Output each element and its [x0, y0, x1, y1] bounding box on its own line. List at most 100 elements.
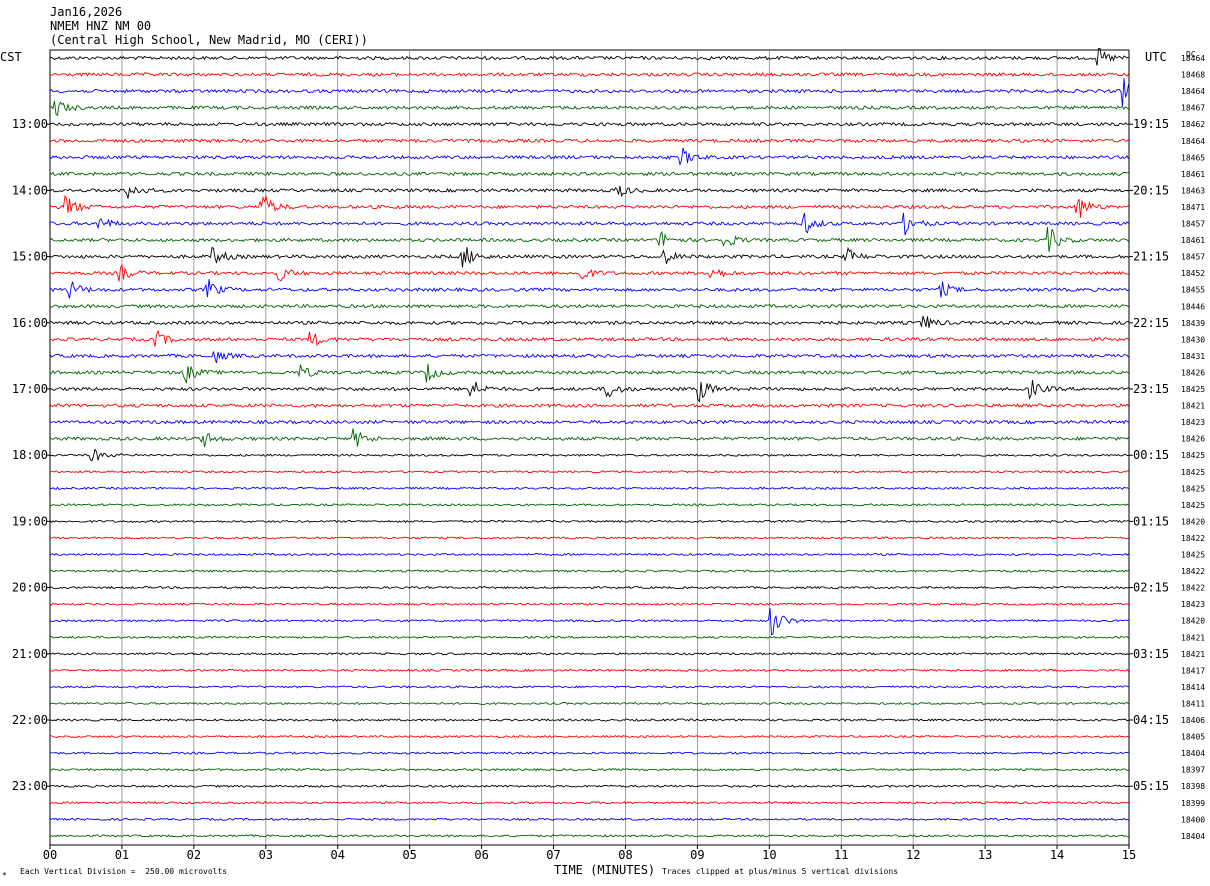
dc-offset-value: 18464	[1181, 87, 1205, 96]
x-tick-label: 10	[762, 848, 776, 862]
dc-offset-value: 18457	[1181, 253, 1205, 262]
seismogram-trace	[49, 121, 1129, 127]
dc-offset-value: 18425	[1181, 468, 1205, 477]
dc-offset-value: 18423	[1181, 600, 1205, 609]
x-tick-label: 02	[187, 848, 201, 862]
utc-hour-label: 01:15	[1133, 514, 1169, 528]
x-tick-label: 04	[331, 848, 345, 862]
dc-offset-value: 18461	[1181, 170, 1205, 179]
utc-hour-label: 19:15	[1133, 117, 1169, 131]
dc-offset-value: 18464	[1181, 54, 1205, 63]
cst-hour-label: 20:00	[12, 581, 48, 595]
cst-hour-label: 23:00	[12, 779, 48, 793]
seismogram-trace	[49, 351, 1129, 363]
dc-offset-value: 18422	[1181, 567, 1205, 576]
seismogram-trace	[49, 519, 1129, 524]
seismogram-trace	[49, 419, 1129, 425]
dc-offset-value: 18467	[1181, 104, 1205, 113]
right-timezone-label: UTC	[1145, 50, 1167, 64]
scale-note: Each Vertical Division = 250.00 microvol…	[20, 867, 228, 876]
seismogram-trace	[49, 503, 1129, 507]
seismogram-trace	[49, 652, 1129, 656]
dc-offset-value: 18404	[1181, 749, 1205, 758]
dc-offset-value: 18471	[1181, 203, 1205, 212]
seismogram-trace	[49, 585, 1129, 590]
x-tick-label: 07	[546, 848, 560, 862]
seismogram-trace	[49, 100, 1129, 117]
seismogram-trace	[49, 147, 1129, 167]
utc-hour-label: 21:15	[1133, 250, 1169, 264]
dc-offset-value: 18465	[1181, 153, 1205, 162]
dc-offset-value: 18421	[1181, 633, 1205, 642]
seismogram-trace	[49, 428, 1129, 448]
seismogram-trace	[49, 263, 1129, 282]
seismogram-trace	[49, 279, 1129, 299]
seismogram-trace	[49, 194, 1129, 218]
station-location: (Central High School, New Madrid, MO (CE…	[50, 33, 368, 47]
plot-date: Jan16,2026	[50, 5, 123, 19]
seismogram-trace	[50, 685, 1129, 689]
seismogram-trace	[49, 817, 1129, 821]
seismogram-trace	[49, 363, 1129, 384]
utc-hour-label: 03:15	[1133, 647, 1169, 661]
seismogram-trace	[49, 329, 1129, 347]
dc-offset-value: 18439	[1181, 319, 1205, 328]
station-code: NMEM HNZ NM 00	[50, 19, 152, 33]
x-tick-label: 00	[43, 848, 57, 862]
utc-hour-label: 02:15	[1133, 581, 1169, 595]
x-tick-label: 13	[978, 848, 992, 862]
dc-offset-value: 18397	[1181, 766, 1205, 775]
seismogram-trace	[49, 470, 1129, 474]
seismogram-trace	[49, 227, 1129, 252]
seismogram-trace	[49, 379, 1129, 403]
dc-offset-value: 18398	[1181, 782, 1205, 791]
seismogram-trace	[50, 751, 1129, 755]
x-tick-label: 01	[115, 848, 129, 862]
utc-hour-label: 04:15	[1133, 713, 1169, 727]
dc-offset-value: 18420	[1181, 517, 1205, 526]
seismogram-trace	[49, 552, 1129, 557]
seismogram-trace	[49, 784, 1129, 788]
seismogram-trace	[49, 834, 1129, 838]
dc-offset-value: 18425	[1181, 385, 1205, 394]
seismogram-trace	[49, 315, 1129, 328]
cst-hour-label: 18:00	[12, 448, 48, 462]
seismogram-trace	[49, 718, 1129, 722]
dc-offset-value: 18422	[1181, 534, 1205, 543]
x-tick-label: 12	[906, 848, 920, 862]
dc-offset-value: 18431	[1181, 352, 1205, 361]
dc-offset-value: 18463	[1181, 186, 1205, 195]
seismogram-trace	[49, 448, 1129, 462]
cst-hour-label: 16:00	[12, 316, 48, 330]
x-tick-label: 09	[690, 848, 704, 862]
seismogram-trace	[49, 77, 1129, 107]
seismogram-trace	[49, 138, 1129, 144]
dc-offset-value: 18462	[1181, 120, 1205, 129]
seismogram-trace	[49, 635, 1129, 639]
seismogram-trace	[49, 767, 1129, 772]
seismogram-trace	[49, 212, 1129, 236]
seismogram-trace	[49, 608, 1129, 636]
seismogram-trace	[49, 536, 1129, 540]
dc-offset-value: 18425	[1181, 451, 1205, 460]
dc-offset-value: 18411	[1181, 699, 1205, 708]
dc-offset-value: 18426	[1181, 435, 1205, 444]
dc-offset-value: 18422	[1181, 584, 1205, 593]
dc-offset-value: 18414	[1181, 683, 1205, 692]
utc-hour-label: 20:15	[1133, 183, 1169, 197]
dc-offset-value: 18417	[1181, 666, 1205, 675]
dc-offset-value: 18461	[1181, 236, 1205, 245]
dc-offset-value: 18455	[1181, 286, 1205, 295]
cst-hour-label: 13:00	[12, 117, 48, 131]
seismogram-trace	[49, 403, 1129, 408]
cst-hour-label: 19:00	[12, 514, 48, 528]
utc-hour-label: 00:15	[1133, 448, 1169, 462]
cst-hour-label: 22:00	[12, 713, 48, 727]
seismogram-trace	[49, 734, 1129, 739]
utc-hour-label: 05:15	[1133, 779, 1169, 793]
x-tick-label: 15	[1122, 848, 1136, 862]
seismogram-trace	[49, 486, 1129, 490]
seismogram-trace	[49, 171, 1129, 177]
dc-offset-value: 18421	[1181, 402, 1205, 411]
